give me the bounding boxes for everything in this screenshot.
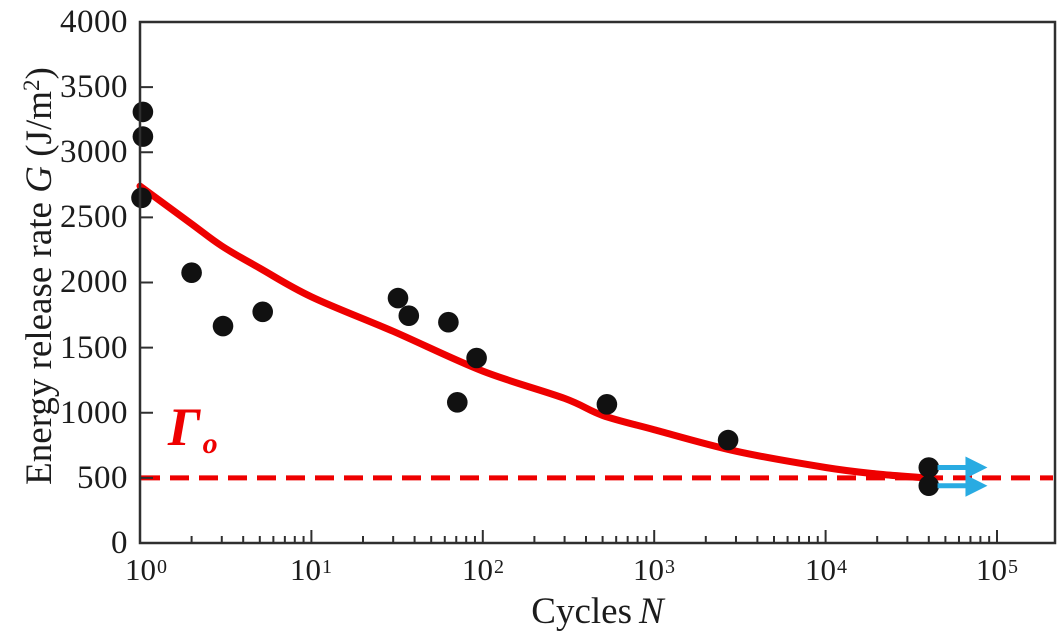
arrow-head [965,456,988,479]
data-point [132,101,154,123]
x-tick-label-1e5: 105 [976,552,1018,587]
x-tick-label-1e3: 103 [633,552,675,587]
y-tick-label-1000: 1000 [60,395,128,431]
data-point [132,126,154,147]
data-point [398,305,420,327]
data-point [181,262,202,284]
data-point [717,429,739,451]
threshold-label: Γo [168,397,218,460]
data-point [918,475,940,497]
x-tick-label-1e2: 102 [462,552,504,587]
fit-curve [136,182,938,482]
data-point [387,287,409,309]
data-point [252,301,273,323]
y-tick-label-500: 500 [77,460,128,496]
x-axis-title: Cycles N [531,591,664,632]
x-tick-label-1e4: 104 [805,552,847,587]
data-point [131,187,152,209]
arrow-head [965,474,988,497]
y-tick-label-2000: 2000 [60,264,128,300]
data-point [918,457,940,478]
x-tick-label-1e1: 101 [290,552,332,587]
y-tick-label-3000: 3000 [60,134,128,170]
data-point [447,392,468,413]
y-tick-label-2500: 2500 [60,199,128,235]
plot-border [138,20,1057,545]
data-point [596,394,618,415]
data-point [438,311,459,333]
data-point [466,347,487,369]
x-tick-label-1e0: 100 [125,552,167,587]
y-tick-label-3500: 3500 [60,69,128,105]
y-tick-label-0: 0 [111,525,128,561]
data-point [212,315,234,337]
y-tick-label-4000: 4000 [60,4,128,40]
y-tick-label-1500: 1500 [60,330,128,366]
